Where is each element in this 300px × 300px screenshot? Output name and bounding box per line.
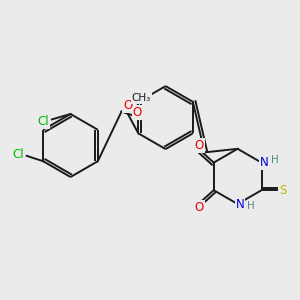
Text: N: N [260,156,268,169]
Text: Cl: Cl [13,148,24,160]
Text: H: H [247,201,255,212]
Text: O: O [133,106,142,119]
Text: S: S [279,184,287,197]
Text: H: H [271,155,279,165]
Text: Cl: Cl [38,115,49,128]
Text: N: N [236,197,244,211]
Text: O: O [195,139,204,152]
Text: CH₃: CH₃ [132,93,151,103]
Text: O: O [195,201,204,214]
Text: O: O [123,99,132,112]
